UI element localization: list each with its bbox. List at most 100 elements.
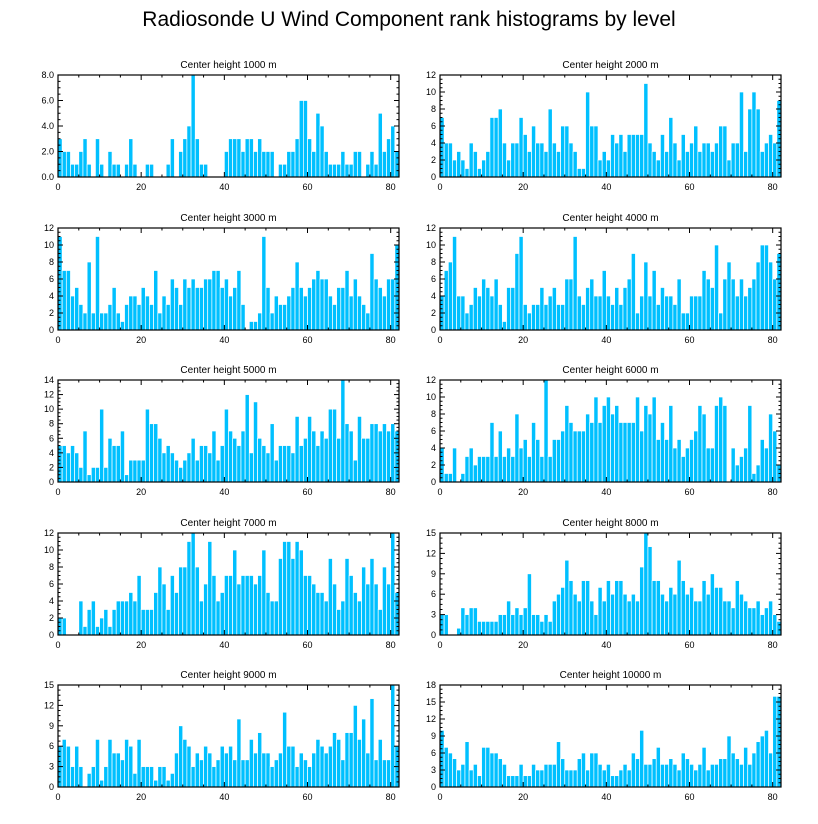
histogram-bar (626, 278, 632, 331)
histogram-bar (751, 278, 757, 331)
histogram-bar (747, 763, 753, 788)
histogram-bar (186, 745, 192, 788)
histogram-bar (340, 287, 346, 331)
histogram-bar (639, 566, 645, 636)
histogram-bar (332, 408, 337, 483)
x-tick-label: 80 (768, 640, 778, 650)
x-tick-label: 80 (386, 182, 396, 192)
histogram-bar (576, 430, 582, 483)
histogram-bar (307, 287, 313, 331)
histogram-bar (261, 151, 267, 178)
histogram-bar (485, 456, 491, 483)
histogram-bar (319, 430, 325, 483)
histogram-bar (190, 766, 196, 788)
histogram-bar (82, 312, 88, 331)
histogram-bar (668, 295, 674, 331)
histogram-bar (161, 583, 167, 636)
histogram-bar (589, 752, 595, 788)
histogram-bar (223, 408, 229, 483)
histogram-bar (506, 159, 512, 178)
histogram-bar (622, 422, 628, 483)
histogram-bar (244, 759, 250, 788)
histogram-bar (464, 312, 470, 331)
histogram-bar (593, 295, 599, 331)
histogram-bar (95, 138, 100, 178)
panel-title: Center height 6000 m (562, 365, 658, 376)
histogram-bar (464, 614, 470, 636)
histogram-bar (685, 151, 690, 178)
histogram-bar (365, 437, 371, 483)
y-tick-label: 6 (431, 426, 436, 436)
histogram-bar (635, 600, 640, 636)
histogram-bar (764, 244, 769, 331)
histogram-bar (526, 151, 532, 178)
histogram-bar (273, 459, 279, 483)
histogram-bar (447, 752, 453, 788)
histogram-bar (622, 287, 628, 331)
histogram-bar (278, 304, 283, 331)
histogram-bar (734, 295, 740, 331)
y-tick-label: 0 (49, 325, 54, 335)
histogram-bar (564, 769, 570, 788)
histogram-bar (128, 138, 134, 178)
histogram-bar (651, 270, 657, 331)
histogram-bar (315, 739, 321, 788)
histogram-bar (169, 452, 175, 483)
histogram-bar (232, 759, 238, 788)
histogram-bar (730, 752, 736, 788)
histogram-bar (739, 91, 744, 178)
histogram-bar (190, 437, 196, 483)
histogram-bar (714, 142, 719, 178)
histogram-bar (244, 394, 250, 483)
histogram-bar (547, 108, 553, 178)
histogram-bar (236, 270, 242, 331)
x-tick-label: 80 (768, 182, 778, 192)
histogram-bar (269, 151, 275, 178)
histogram-bar (622, 763, 628, 788)
histogram-bar (576, 168, 582, 178)
panel-title: Center height 5000 m (180, 365, 276, 376)
histogram-bar (107, 739, 113, 788)
histogram-bar (647, 546, 653, 636)
histogram-bar (78, 600, 84, 636)
histogram-bar (107, 626, 113, 636)
histogram-bar (447, 473, 453, 483)
x-tick-label: 40 (601, 792, 611, 802)
histogram-bar (323, 437, 329, 483)
histogram-bar (489, 117, 495, 178)
histogram-bar (643, 405, 649, 483)
histogram-bar (319, 592, 325, 636)
histogram-bar (352, 459, 358, 483)
histogram-bar (82, 626, 88, 636)
histogram-bar (664, 151, 670, 178)
histogram-bar (493, 456, 499, 483)
histogram-bar (605, 159, 611, 178)
histogram-bar (626, 769, 632, 788)
histogram-bar (743, 151, 749, 178)
x-tick-label: 20 (136, 335, 146, 345)
histogram-bar (605, 763, 611, 788)
histogram-bar (630, 752, 636, 788)
panel-title: Center height 9000 m (180, 670, 276, 681)
histogram-bar (340, 379, 346, 483)
histogram-bar (319, 278, 325, 331)
histogram-bar (307, 138, 313, 178)
histogram-bar (718, 312, 724, 331)
panel-title: Center height 3000 m (180, 213, 276, 224)
histogram-bar (460, 763, 466, 788)
histogram-bar (572, 236, 578, 331)
histogram-bar (278, 445, 283, 483)
histogram-bar (265, 752, 271, 788)
histogram-bar (734, 758, 740, 788)
histogram-bar (776, 695, 782, 788)
y-tick-label: 8 (49, 562, 54, 572)
x-tick-label: 0 (55, 487, 60, 497)
histogram-bar (759, 735, 765, 788)
histogram-bar (751, 607, 757, 636)
histogram-bar (447, 142, 453, 178)
histogram-bar (377, 112, 383, 178)
histogram-bar (144, 408, 150, 483)
histogram-bar (655, 580, 661, 636)
histogram-bar (161, 452, 167, 483)
y-tick-label: 12 (426, 548, 436, 558)
